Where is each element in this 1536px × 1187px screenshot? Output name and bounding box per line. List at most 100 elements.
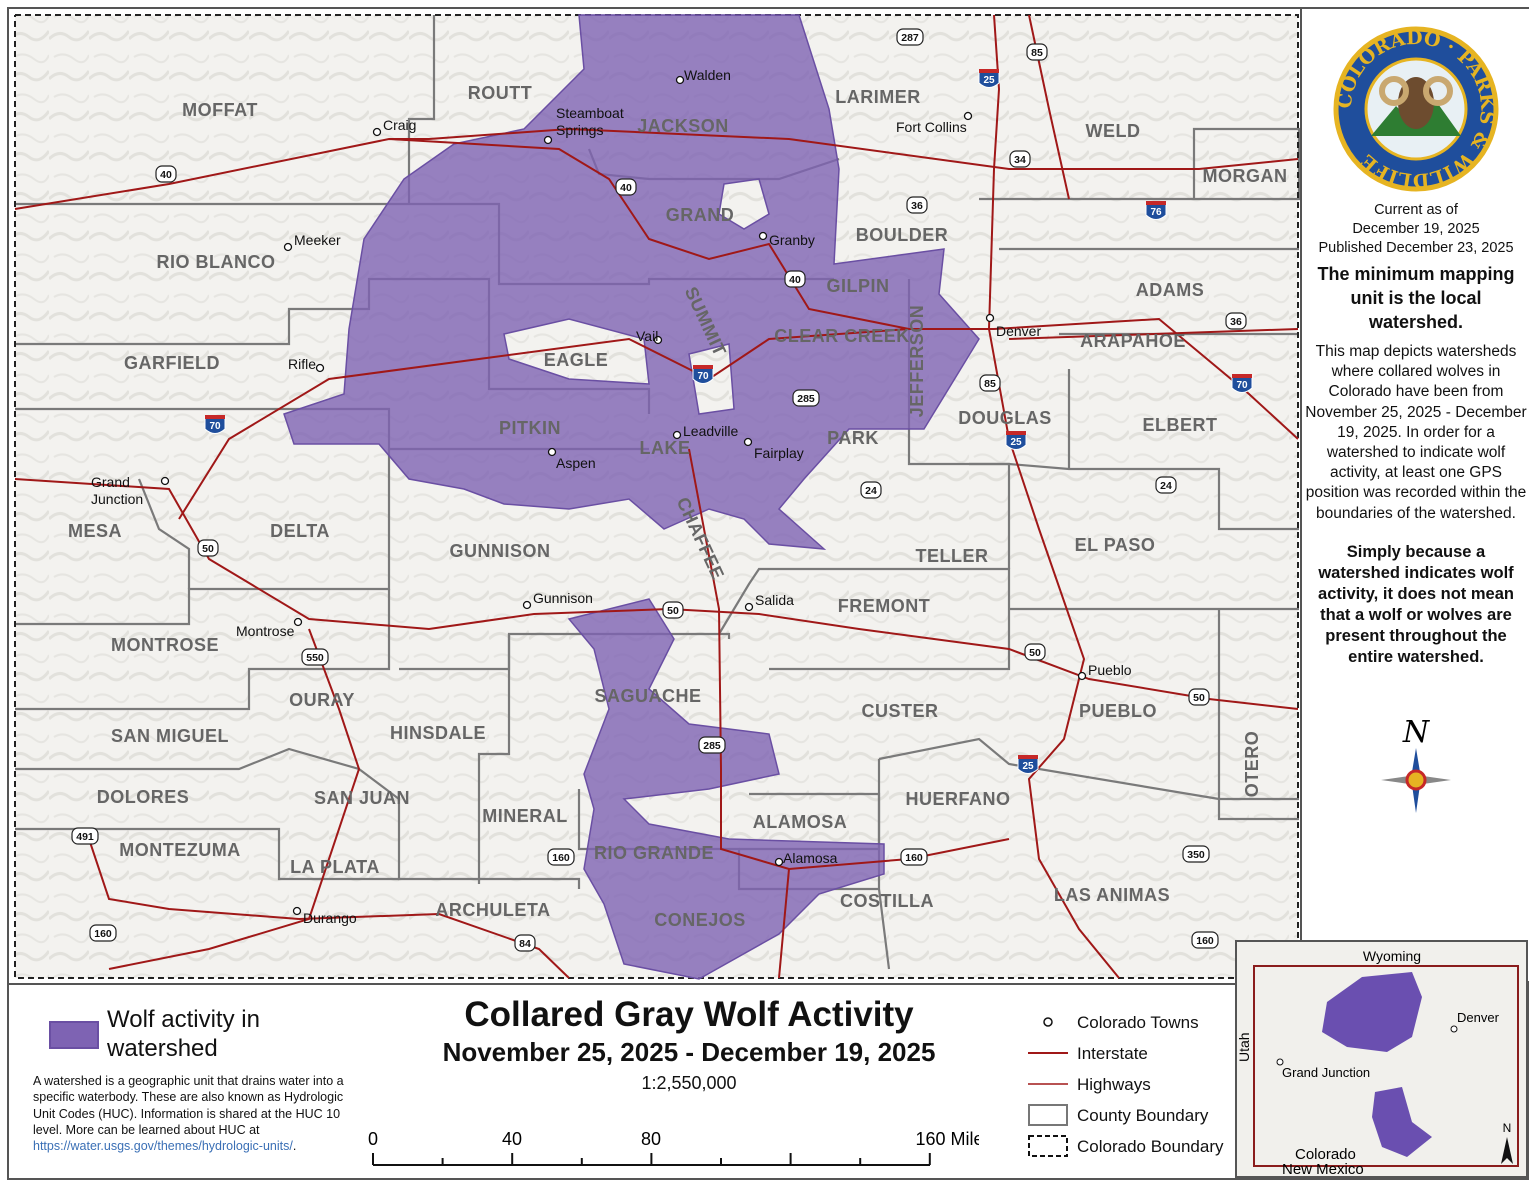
inset-new-mexico: New Mexico bbox=[1282, 1161, 1364, 1176]
county-label: LAKE bbox=[640, 438, 691, 458]
highway-shield-icon bbox=[1191, 931, 1219, 949]
interstate-number: 25 bbox=[1010, 437, 1022, 448]
highway-number: 50 bbox=[1193, 692, 1205, 704]
north-label: N bbox=[1402, 718, 1431, 750]
county-label: MINERAL bbox=[482, 806, 568, 826]
town-marker[interactable] bbox=[963, 111, 973, 121]
town-marker[interactable] bbox=[315, 363, 325, 373]
interstate-shield-icon bbox=[1005, 432, 1027, 450]
town-marker[interactable] bbox=[653, 335, 663, 345]
county-label: MONTEZUMA bbox=[119, 840, 240, 860]
highway-shield-icon bbox=[71, 827, 99, 845]
minimum-unit-note: The minimum mapping unit is the local wa… bbox=[1317, 264, 1515, 332]
highway-shield-icon bbox=[197, 539, 219, 557]
town-label: Salida bbox=[755, 592, 794, 608]
legend-area: Wolf activity in watershed A watershed i… bbox=[9, 983, 1235, 1180]
town-label: Grand bbox=[91, 474, 130, 490]
highway-shield-icon bbox=[979, 374, 1001, 392]
current-as-of: Current as of bbox=[1374, 202, 1458, 218]
highway-number: 24 bbox=[865, 485, 877, 497]
town-marker[interactable] bbox=[283, 242, 293, 252]
highway-shield-icon bbox=[896, 28, 924, 46]
county-label: LA PLATA bbox=[290, 857, 380, 877]
inset-utah: Utah bbox=[1237, 1032, 1252, 1062]
legend-county-boundary: County Boundary bbox=[1077, 1106, 1209, 1125]
county-label: EAGLE bbox=[544, 350, 609, 370]
highway-number: 84 bbox=[519, 938, 531, 950]
inset-canvas: Wyoming Utah Denver Grand Junction Color… bbox=[1236, 948, 1519, 1178]
town-label: Vail bbox=[636, 328, 658, 344]
town-marker[interactable] bbox=[543, 135, 553, 145]
town-marker[interactable] bbox=[522, 600, 532, 610]
highway-shield-icon bbox=[615, 178, 637, 196]
interstate-number: 25 bbox=[983, 75, 995, 86]
map-subtitle: November 25, 2025 - December 19, 2025 bbox=[442, 1037, 936, 1067]
scale-label-0: 0 bbox=[368, 1129, 378, 1149]
scale-ratio: 1:2,550,000 bbox=[641, 1073, 737, 1093]
inset-colorado: Colorado bbox=[1295, 1146, 1356, 1163]
county-label: CUSTER bbox=[861, 701, 938, 721]
town-marker[interactable] bbox=[743, 437, 753, 447]
map-title: Collared Gray Wolf Activity bbox=[464, 995, 914, 1034]
interstate-shield-icon bbox=[1231, 375, 1253, 393]
highway-number: 160 bbox=[1196, 935, 1214, 947]
wolf-activity-label: Wolf activity in watershed bbox=[107, 1006, 260, 1062]
county-label: WELD bbox=[1086, 121, 1141, 141]
interstate-shield-icon bbox=[978, 70, 1000, 88]
county-label: MOFFAT bbox=[182, 100, 258, 120]
highway-number: 287 bbox=[901, 32, 919, 44]
interstate-shield-icon bbox=[692, 366, 714, 384]
highway-shield-icon bbox=[784, 270, 806, 288]
county-label: GRAND bbox=[666, 205, 735, 225]
town-marker[interactable] bbox=[774, 857, 784, 867]
town-label: Rifle bbox=[288, 356, 316, 372]
legend-symbols bbox=[1028, 1017, 1068, 1157]
town-label: Meeker bbox=[294, 232, 341, 248]
legend-interstate: Interstate bbox=[1077, 1044, 1148, 1063]
highway-shield-icon bbox=[900, 848, 928, 866]
scale-bar: 0 40 80 160 Miles bbox=[368, 1129, 979, 1166]
town-marker[interactable] bbox=[1077, 671, 1087, 681]
highway-shield-icon bbox=[860, 481, 882, 499]
town-marker[interactable] bbox=[758, 231, 768, 241]
highway-number: 160 bbox=[94, 928, 112, 940]
town-marker[interactable] bbox=[547, 447, 557, 457]
county-label: SAN JUAN bbox=[314, 788, 410, 808]
town-marker[interactable] bbox=[744, 602, 754, 612]
town-label: Steamboat bbox=[556, 105, 624, 121]
interstate-number: 70 bbox=[1236, 380, 1248, 391]
county-label: PARK bbox=[827, 428, 879, 448]
county-label: HINSDALE bbox=[390, 723, 486, 743]
highway-shield-icon bbox=[1182, 845, 1210, 863]
published-date: Published December 23, 2025 bbox=[1318, 240, 1514, 256]
town-marker[interactable] bbox=[672, 430, 682, 440]
town-label: Aspen bbox=[556, 455, 596, 471]
town-marker[interactable] bbox=[292, 906, 302, 916]
info-panel: COLORADO · PARKS & WILDLIFE Current as o… bbox=[1300, 9, 1530, 981]
county-label: PUEBLO bbox=[1079, 701, 1157, 721]
map-canvas[interactable]: MOFFAT ROUTT JACKSON LARIMER WELD MORGAN RIO B… bbox=[9, 9, 1300, 981]
inset-grand-junction: Grand Junction bbox=[1282, 1065, 1370, 1080]
town-marker[interactable] bbox=[372, 127, 382, 137]
highway-number: 550 bbox=[306, 652, 324, 664]
town-marker[interactable] bbox=[160, 476, 170, 486]
highway-number: 34 bbox=[1014, 154, 1026, 166]
highway-number: 491 bbox=[76, 831, 94, 843]
inset-north-label: N bbox=[1503, 1121, 1512, 1135]
county-label: GUNNISON bbox=[449, 541, 550, 561]
town-label: Durango bbox=[303, 910, 357, 926]
town-marker[interactable] bbox=[985, 313, 995, 323]
town-label: Denver bbox=[996, 323, 1041, 339]
town-marker[interactable] bbox=[293, 617, 303, 627]
interstate-number: 70 bbox=[209, 421, 221, 432]
highway-number: 36 bbox=[911, 200, 923, 212]
county-label: MESA bbox=[68, 521, 122, 541]
highway-number: 160 bbox=[905, 852, 923, 864]
usgs-link[interactable]: https://water.usgs.gov/themes/hydrologic… bbox=[33, 1139, 293, 1154]
wolf-activity-south[interactable] bbox=[567, 598, 885, 980]
county-label: JEFFERSON bbox=[907, 305, 927, 418]
county-label: PITKIN bbox=[499, 418, 561, 438]
town-marker[interactable] bbox=[675, 75, 685, 85]
highway-shield-icon bbox=[698, 736, 726, 754]
wolf-activity-north[interactable] bbox=[283, 14, 980, 550]
